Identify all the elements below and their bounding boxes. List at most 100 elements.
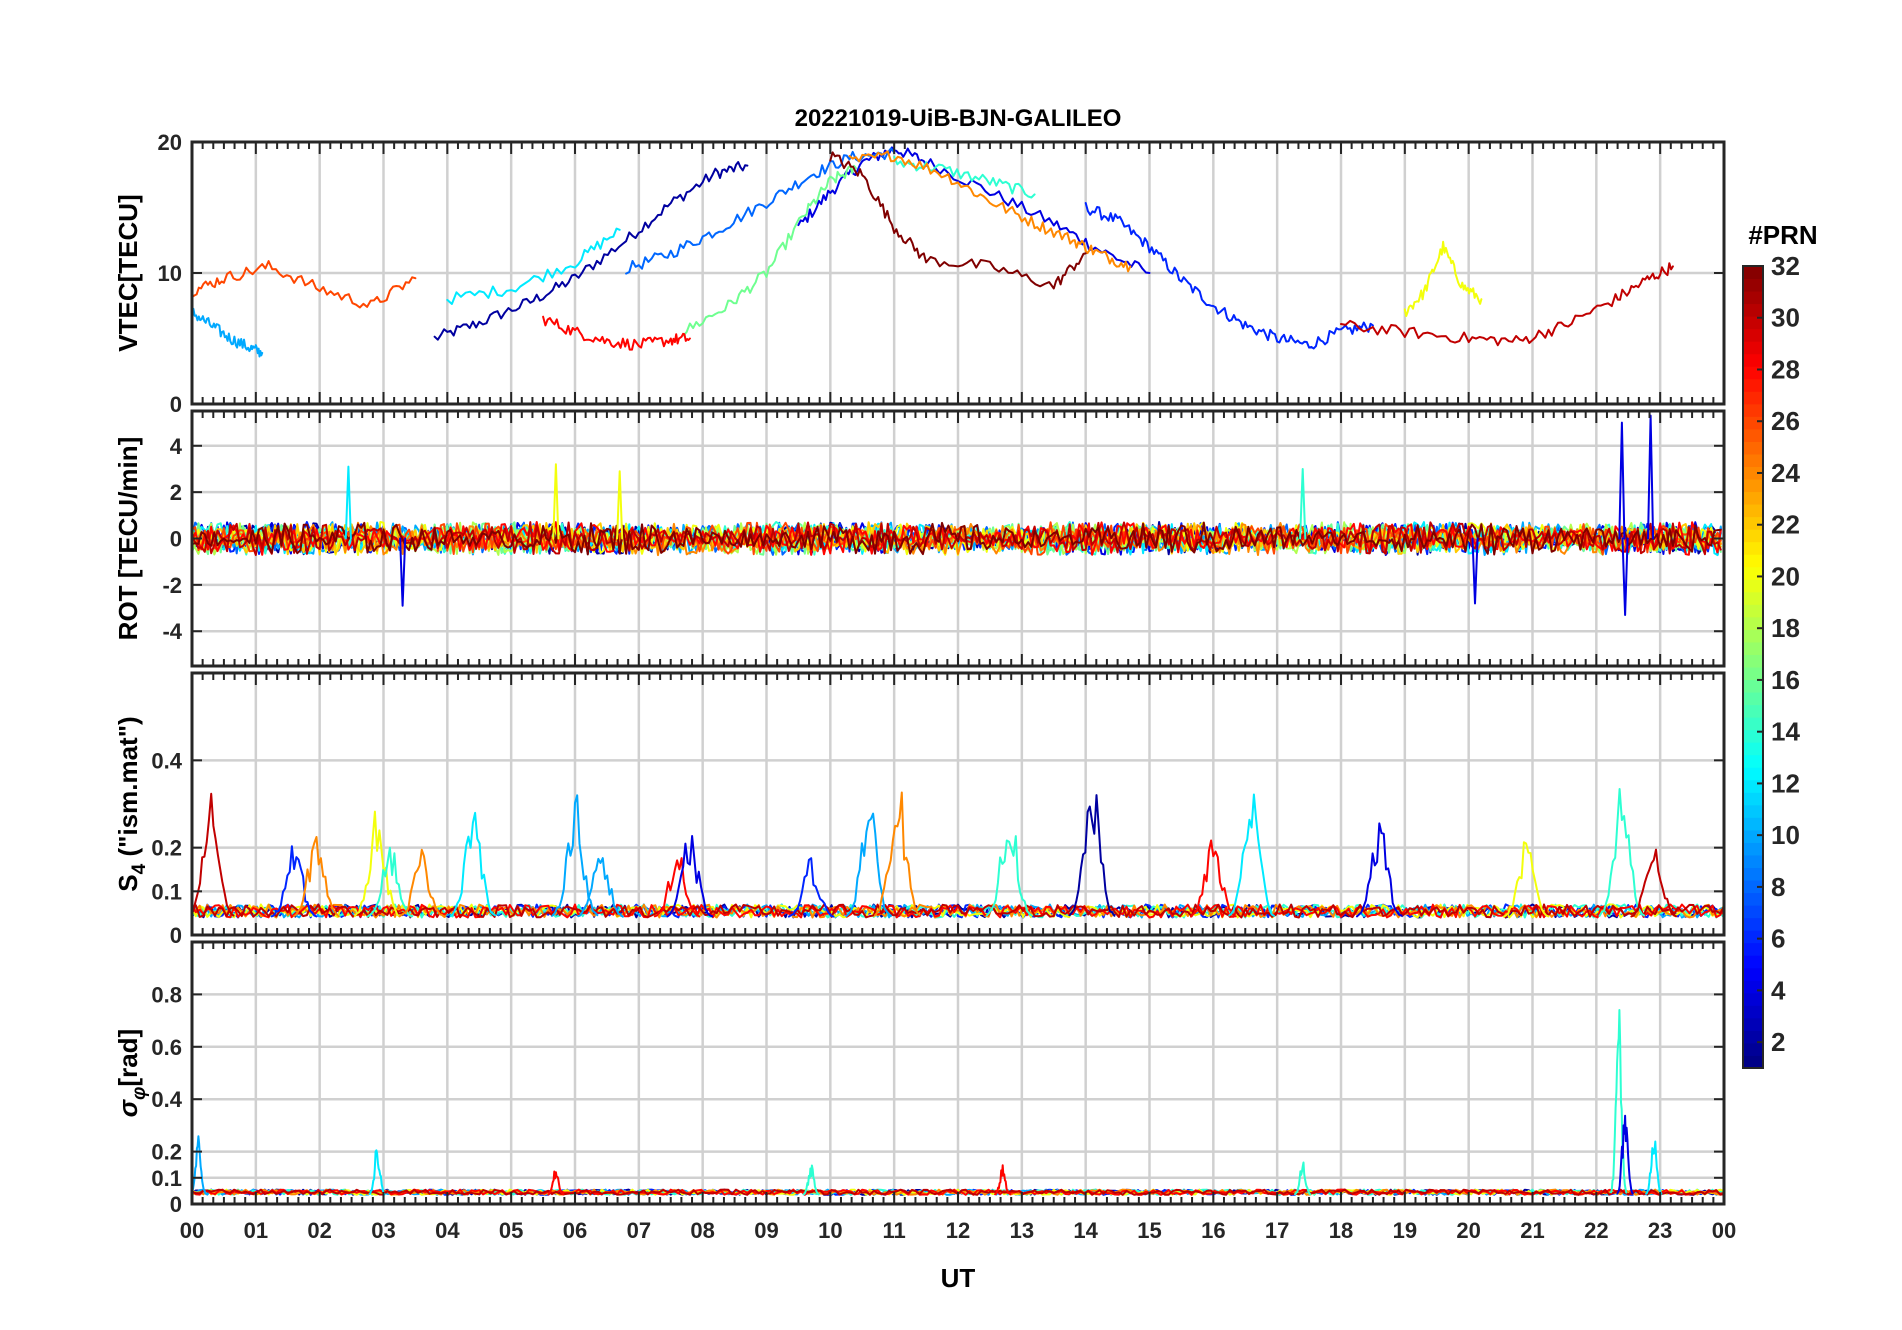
series-vtec [192, 146, 1674, 358]
x-tick-label: 00 [180, 1218, 204, 1243]
colorbar-segment [1743, 829, 1763, 843]
colorbar-segment [1743, 717, 1763, 731]
s4-peak-prn-20 [353, 810, 401, 918]
colorbar-segment [1743, 792, 1763, 806]
y-tick-label: 0.1 [151, 1166, 182, 1191]
sigma-peak-prn-12 [1645, 1140, 1663, 1195]
colorbar-segment [1743, 616, 1763, 630]
colorbar-segment [1743, 466, 1763, 480]
y-tick-label: 0.6 [151, 1035, 182, 1060]
colorbar-segment [1743, 1030, 1763, 1044]
colorbar-segment [1743, 892, 1763, 906]
grid-vtec [192, 142, 1724, 404]
colorbar-segment [1743, 1017, 1763, 1031]
ylabel-base: σ [113, 1098, 143, 1117]
grid-sigma [192, 942, 1724, 1204]
ylabel-rest: [rad] [113, 1029, 143, 1087]
colorbar-segment [1743, 328, 1763, 342]
x-tick-label: 11 [883, 1218, 906, 1243]
grid-s4 [192, 673, 1724, 935]
s4-peak-prn-6 [270, 845, 318, 918]
sigma-peak-prn-12 [368, 1149, 386, 1196]
colorbar-segment [1743, 967, 1763, 981]
y-tick-label: 0.8 [151, 982, 182, 1007]
colorbar-segment [1743, 1055, 1763, 1069]
colorbar-segment [1743, 491, 1763, 505]
s4-peak-prn-24 [874, 791, 921, 917]
colorbar-segment [1743, 854, 1763, 868]
s4-peak-prn-10 [551, 794, 599, 917]
colorbar-segment [1743, 629, 1763, 643]
vtec-line-prn-6 [1084, 202, 1374, 350]
colorbar-tick-label: 6 [1771, 924, 1785, 954]
vtec-line-prn-28 [542, 315, 691, 351]
colorbar-segment [1743, 416, 1763, 430]
x-ticks-s4 [201, 673, 1715, 935]
colorbar-segment [1743, 504, 1763, 518]
x-tick-label: 03 [371, 1218, 395, 1243]
sigma-peak-prn-14 [1610, 1009, 1628, 1194]
panel-sigma: 00.10.20.40.60.8σφ[rad]00 01 02 03 04 05 06 07 0… [113, 940, 1736, 1243]
colorbar-tick-label: 26 [1771, 406, 1800, 436]
colorbar-segment [1743, 654, 1763, 668]
colorbar-segment [1743, 554, 1763, 568]
s4-peak-prn-10 [577, 857, 624, 918]
colorbar-segment [1743, 441, 1763, 455]
s4-peak-prn-4 [666, 835, 714, 918]
vtec-line-prn-24 [848, 150, 1132, 273]
x-ticks-rot [201, 411, 1715, 666]
s4-peak-prn-4 [1356, 822, 1403, 918]
y-tick-label: 10 [158, 261, 182, 286]
colorbar-label: #PRN [1748, 220, 1817, 250]
s4-base-prn-30 [192, 903, 1724, 919]
colorbar-segment [1743, 779, 1763, 793]
x-tick-label: 16 [1201, 1218, 1225, 1243]
x-tick-label: 19 [1393, 1218, 1417, 1243]
x-tick-label: 09 [754, 1218, 778, 1243]
rot-line-prn-32 [192, 521, 1722, 556]
y-tick-label: -2 [162, 573, 182, 598]
y-tick-label: -4 [162, 619, 182, 644]
x-ticks-sigma [201, 942, 1715, 1204]
y-tick-label: 4 [170, 434, 183, 459]
y-tick-label: 0.4 [151, 1087, 182, 1112]
colorbar-segment [1743, 266, 1763, 280]
s4-peak-prn-14 [366, 846, 414, 918]
x-tick-label: 04 [435, 1218, 460, 1243]
vtec-line-prn-32 [829, 151, 1087, 290]
x-tick-label: 08 [690, 1218, 714, 1243]
colorbar-segment [1743, 729, 1763, 743]
colorbar-segment [1743, 842, 1763, 856]
ylabel-sub: φ [129, 1087, 150, 1100]
sigma-peak-prn-14 [1294, 1161, 1312, 1196]
x-tick-label: 05 [499, 1218, 523, 1243]
colorbar-segment [1743, 867, 1763, 881]
colorbar-segment [1743, 880, 1763, 894]
colorbar-segment [1743, 679, 1763, 693]
colorbar-segment [1743, 942, 1763, 956]
vtec-line-prn-14 [893, 155, 1036, 199]
colorbar-segment [1743, 453, 1763, 467]
colorbar-segment [1743, 479, 1763, 493]
colorbar-segment [1743, 516, 1763, 530]
y-tick-label: 0 [170, 1192, 182, 1217]
panel-s4: 00.10.20.4S4 ("ism.mat") [113, 671, 1726, 948]
s4-peak-prn-20 [1502, 841, 1550, 918]
colorbar-segment [1743, 742, 1763, 756]
colorbar-segment [1743, 1042, 1763, 1056]
x-tick-label: 07 [627, 1218, 651, 1243]
sigma-peak-prn-4 [1616, 1114, 1634, 1195]
s4-peak-prn-14 [985, 835, 1033, 917]
colorbar-segment [1743, 579, 1763, 593]
colorbar-segment [1743, 403, 1763, 417]
s4-peak-prn-6 [787, 857, 835, 918]
x-axis-title: UT [941, 1263, 976, 1293]
y-tick-label: 0.2 [151, 836, 182, 861]
vtec-line-prn-2 [433, 161, 749, 341]
colorbar-segment [1743, 754, 1763, 768]
vtec-line-prn-16 [682, 164, 857, 337]
x-ticks-vtec [201, 142, 1715, 404]
x-tick-label: 12 [946, 1218, 970, 1243]
